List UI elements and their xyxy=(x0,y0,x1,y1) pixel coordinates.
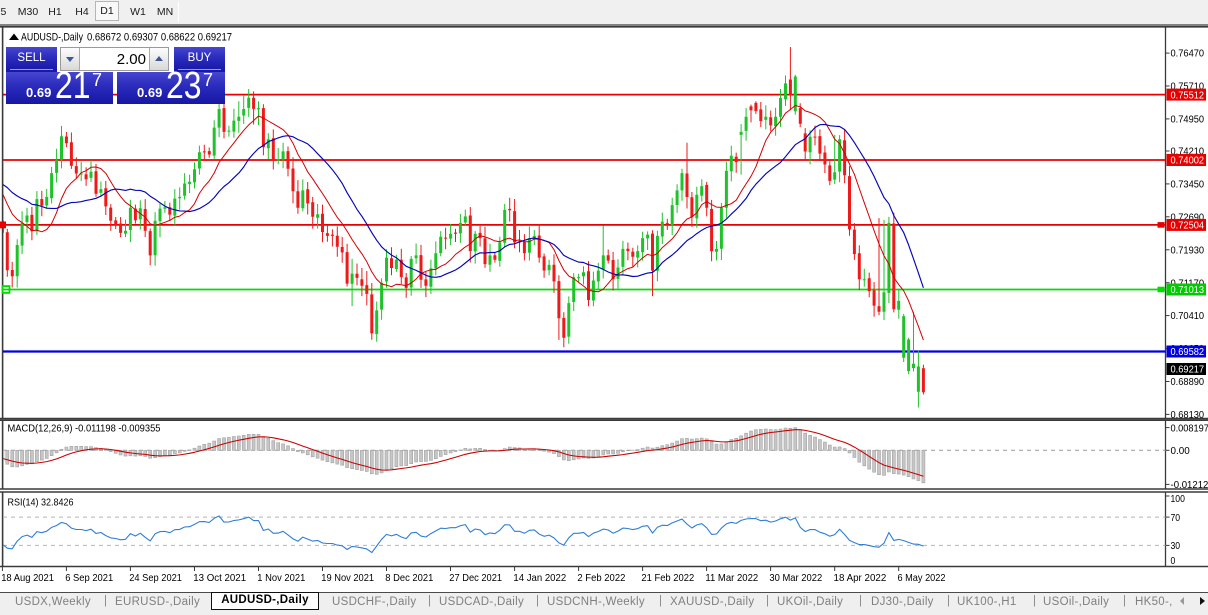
svg-text:30: 30 xyxy=(1171,541,1181,552)
svg-text:19 Nov 2021: 19 Nov 2021 xyxy=(321,572,374,584)
svg-text:0.75710: 0.75710 xyxy=(1171,82,1205,93)
svg-text:0.72690: 0.72690 xyxy=(1171,212,1205,223)
svg-text:14 Jan 2022: 14 Jan 2022 xyxy=(513,572,566,584)
svg-text:0.008197: 0.008197 xyxy=(1171,423,1208,434)
svg-text:0.72504: 0.72504 xyxy=(1171,221,1205,232)
svg-text:0.70410: 0.70410 xyxy=(1171,311,1205,322)
svg-text:AUDUSD-,Daily: AUDUSD-,Daily xyxy=(21,32,83,44)
svg-text:0.68130: 0.68130 xyxy=(1171,410,1205,421)
svg-text:8 Dec 2021: 8 Dec 2021 xyxy=(385,572,433,584)
svg-text:27 Dec 2021: 27 Dec 2021 xyxy=(449,572,502,584)
svg-text:1 Nov 2021: 1 Nov 2021 xyxy=(257,572,305,584)
svg-text:0: 0 xyxy=(1171,556,1176,567)
svg-text:0.74210: 0.74210 xyxy=(1171,147,1205,158)
svg-text:18 Aug 2021: 18 Aug 2021 xyxy=(1,572,54,584)
svg-text:0.69582: 0.69582 xyxy=(1171,347,1205,358)
svg-text:11 Mar 2022: 11 Mar 2022 xyxy=(705,572,758,584)
svg-text:0.76470: 0.76470 xyxy=(1171,49,1205,60)
svg-text:0.71930: 0.71930 xyxy=(1171,245,1205,256)
svg-text:RSI(14) 32.8426: RSI(14) 32.8426 xyxy=(8,497,74,509)
svg-text:6 May 2022: 6 May 2022 xyxy=(898,572,946,584)
svg-text:30 Mar 2022: 30 Mar 2022 xyxy=(769,572,822,584)
svg-text:13 Oct 2021: 13 Oct 2021 xyxy=(193,572,246,584)
svg-text:0.74002: 0.74002 xyxy=(1171,156,1205,167)
svg-text:0.73450: 0.73450 xyxy=(1171,180,1205,191)
svg-text:0.75512: 0.75512 xyxy=(1171,90,1205,101)
svg-text:100: 100 xyxy=(1171,494,1186,505)
svg-text:70: 70 xyxy=(1171,513,1181,524)
svg-text:0.74950: 0.74950 xyxy=(1171,115,1205,126)
svg-text:0.71013: 0.71013 xyxy=(1171,285,1205,296)
svg-text:6 Sep 2021: 6 Sep 2021 xyxy=(65,572,113,584)
svg-text:21 Feb 2022: 21 Feb 2022 xyxy=(641,572,694,584)
svg-text:24 Sep 2021: 24 Sep 2021 xyxy=(129,572,182,584)
svg-text:0.69217: 0.69217 xyxy=(1171,365,1205,376)
svg-text:MACD(12,26,9) -0.011198 -0.009: MACD(12,26,9) -0.011198 -0.009355 xyxy=(8,423,161,435)
svg-text:18 Apr 2022: 18 Apr 2022 xyxy=(834,572,887,584)
svg-text:2 Feb 2022: 2 Feb 2022 xyxy=(577,572,625,584)
svg-text:0.00: 0.00 xyxy=(1171,446,1191,457)
svg-text:0.68672 0.69307 0.68622 0.6921: 0.68672 0.69307 0.68622 0.69217 xyxy=(87,32,232,44)
svg-text:0.68890: 0.68890 xyxy=(1171,377,1205,388)
